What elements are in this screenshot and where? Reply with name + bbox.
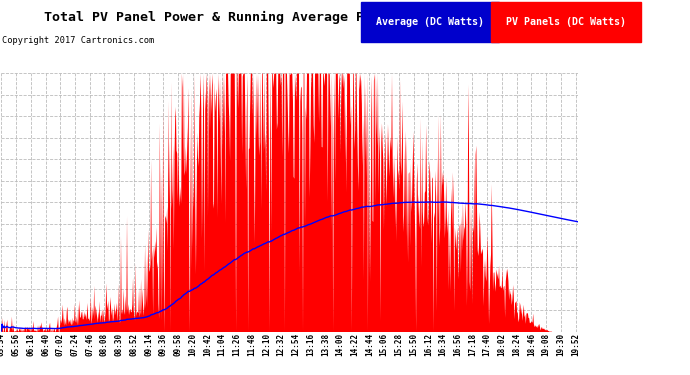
Text: 12:32: 12:32 xyxy=(277,333,286,356)
Text: 12:54: 12:54 xyxy=(291,333,300,356)
Text: 08:08: 08:08 xyxy=(100,333,109,356)
Text: 15:06: 15:06 xyxy=(380,333,388,356)
Text: Average (DC Watts): Average (DC Watts) xyxy=(376,17,484,27)
Text: 14:00: 14:00 xyxy=(335,333,344,356)
Text: 13:38: 13:38 xyxy=(321,333,330,356)
Text: 11:26: 11:26 xyxy=(233,333,241,356)
Text: 16:34: 16:34 xyxy=(439,333,448,356)
Text: 10:20: 10:20 xyxy=(188,333,197,356)
Text: Copyright 2017 Cartronics.com: Copyright 2017 Cartronics.com xyxy=(2,36,155,45)
Text: 19:30: 19:30 xyxy=(556,333,565,356)
Text: 08:52: 08:52 xyxy=(129,333,139,356)
Text: 14:44: 14:44 xyxy=(365,333,374,356)
Text: 09:58: 09:58 xyxy=(174,333,183,356)
Text: 18:46: 18:46 xyxy=(527,333,536,356)
Text: 19:08: 19:08 xyxy=(542,333,551,356)
Text: 07:24: 07:24 xyxy=(70,333,79,356)
Text: 16:56: 16:56 xyxy=(453,333,462,356)
Text: 11:48: 11:48 xyxy=(247,333,256,356)
Text: PV Panels (DC Watts): PV Panels (DC Watts) xyxy=(506,17,626,27)
Text: 18:24: 18:24 xyxy=(512,333,521,356)
Text: Total PV Panel Power & Running Average Power Wed Jul 19 20:03: Total PV Panel Power & Running Average P… xyxy=(44,11,533,24)
Text: 12:10: 12:10 xyxy=(262,333,271,356)
Text: 18:02: 18:02 xyxy=(497,333,506,356)
Text: 09:14: 09:14 xyxy=(144,333,153,356)
Text: 10:42: 10:42 xyxy=(203,333,212,356)
Text: 13:16: 13:16 xyxy=(306,333,315,356)
Text: 15:28: 15:28 xyxy=(395,333,404,356)
Text: 19:52: 19:52 xyxy=(571,333,580,356)
Text: 08:30: 08:30 xyxy=(115,333,124,356)
Text: 17:40: 17:40 xyxy=(483,333,492,356)
Text: 06:40: 06:40 xyxy=(41,333,50,356)
Text: 15:50: 15:50 xyxy=(409,333,418,356)
Text: 05:56: 05:56 xyxy=(12,333,21,356)
Text: 11:04: 11:04 xyxy=(218,333,227,356)
Text: 06:18: 06:18 xyxy=(26,333,35,356)
Text: 17:18: 17:18 xyxy=(468,333,477,356)
Text: 05:34: 05:34 xyxy=(0,333,6,356)
Text: 16:12: 16:12 xyxy=(424,333,433,356)
Text: 07:46: 07:46 xyxy=(85,333,95,356)
Text: 09:36: 09:36 xyxy=(159,333,168,356)
Text: 07:02: 07:02 xyxy=(56,333,65,356)
Text: 14:22: 14:22 xyxy=(351,333,359,356)
